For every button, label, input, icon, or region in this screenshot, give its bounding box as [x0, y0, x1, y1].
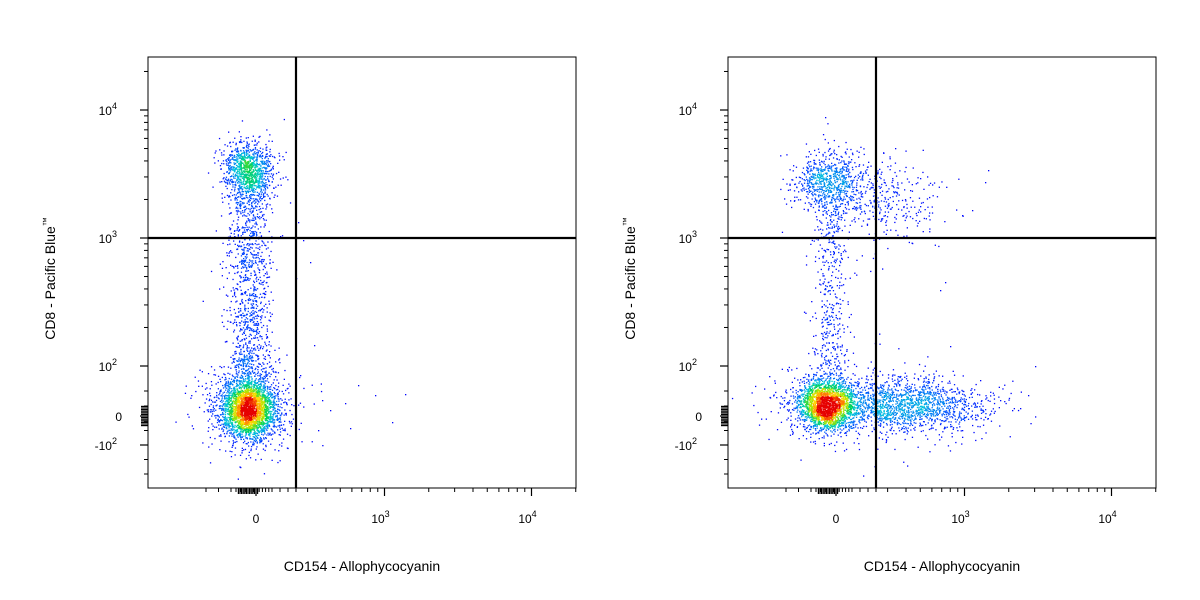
x-axis-label: CD154 - Allophycocyanin	[864, 558, 1020, 574]
y-tick-label: 0	[695, 410, 702, 424]
y-tick-labels: 104 103 102 0 -102	[95, 101, 123, 453]
y-axis-ticks	[140, 70, 148, 475]
x-tick-labels: 0103104105	[833, 509, 1117, 526]
x-tick-labels: 0103104105	[253, 509, 537, 526]
y-axis-label: CD8 - Pacific Blue™	[41, 217, 58, 340]
x-tick-label: 104	[518, 509, 536, 526]
y-tick-label: -102	[675, 436, 697, 453]
x-tick-label: 0	[253, 512, 260, 526]
y-axis-ticks	[720, 70, 728, 475]
y-tick-label: 102	[99, 357, 117, 374]
y-tick-label: 102	[679, 357, 697, 374]
y-tick-label: 0	[115, 410, 122, 424]
y-tick-label: -102	[95, 436, 117, 453]
x-tick-label: 0	[833, 512, 840, 526]
y-tick-label: 103	[99, 229, 117, 246]
x-axis-ticks	[205, 488, 577, 496]
plot-frame	[727, 56, 1157, 489]
y-tick-labels: 104 103 102 0 -102	[675, 101, 703, 453]
x-tick-label: 103	[951, 509, 969, 526]
y-tick-label: 104	[679, 101, 697, 118]
x-axis-label: CD154 - Allophycocyanin	[284, 558, 440, 574]
event-points	[175, 118, 407, 480]
y-axis-label: CD8 - Pacific Blue™	[621, 217, 638, 340]
x-tick-label: 103	[371, 509, 389, 526]
y-tick-label: 103	[679, 229, 697, 246]
x-tick-label: 104	[1098, 509, 1116, 526]
x-axis-ticks	[785, 488, 1157, 496]
y-tick-label: 104	[99, 101, 117, 118]
event-points	[731, 117, 1037, 477]
